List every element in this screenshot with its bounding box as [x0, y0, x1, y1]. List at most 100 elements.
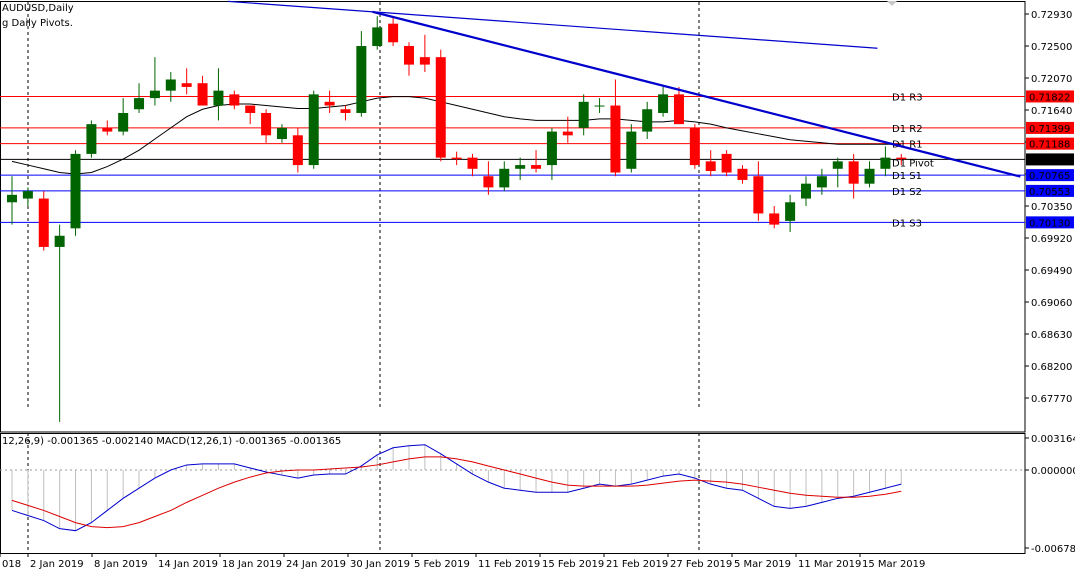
pivot-price-tag — [1026, 216, 1074, 229]
candle-body — [308, 94, 319, 166]
candle-body — [165, 79, 176, 91]
candle-body — [658, 94, 669, 113]
date-tick-label: 14 Jan 2019 — [158, 559, 218, 570]
upper-trendline — [227, 0, 878, 49]
candle-body — [404, 46, 414, 65]
pivot-name-label: D1 R1 — [892, 140, 923, 151]
pivot-name-label: D1 Pivot — [892, 158, 934, 169]
candle-body — [578, 101, 589, 128]
date-tick-label: 8 Jan 2019 — [94, 559, 148, 570]
candle-body — [594, 105, 605, 107]
candle-body — [197, 83, 208, 106]
pivot-price-tag-text: 0.70130 — [1029, 218, 1070, 229]
price-tick-label: 0.72930 — [1031, 10, 1072, 21]
candle-body — [483, 176, 494, 188]
date-tick-label: 15 Mar 2019 — [862, 559, 925, 570]
pivot-price-tag-text: 0.70976 — [1029, 155, 1070, 166]
pivot-price-tag-text: 0.70553 — [1029, 187, 1070, 198]
symbol-label: AUDUSD,Daily — [2, 3, 74, 14]
candle-body — [38, 198, 49, 247]
candle-body — [388, 23, 399, 43]
candle-body — [642, 109, 653, 132]
pivot-price-tag — [1026, 169, 1074, 182]
candle-body — [546, 131, 557, 166]
candle-body — [689, 127, 700, 166]
pivot-price-tag — [1026, 184, 1074, 197]
price-tick-label: 0.69060 — [1031, 298, 1072, 309]
candle-body — [102, 127, 113, 132]
candle-body — [419, 57, 430, 65]
date-tick-label: 11 Feb 2019 — [478, 559, 540, 570]
candle-body — [7, 194, 17, 203]
candle-body — [22, 191, 33, 199]
pivot-name-label: D1 S2 — [892, 187, 922, 198]
price-panel-frame — [0, 1, 1026, 433]
candle-body — [610, 105, 621, 173]
macd-signal-line — [11, 456, 902, 529]
date-tick-label: 18 Jan 2019 — [222, 559, 282, 570]
candle-body — [292, 135, 303, 166]
date-tick-label: 24 Jan 2019 — [286, 559, 346, 570]
candle-body — [848, 161, 859, 184]
candle-body — [70, 153, 81, 229]
pivot-name-label: D1 R2 — [892, 124, 923, 135]
pivot-price-tag — [1026, 153, 1074, 166]
price-tick-label: 0.70350 — [1031, 202, 1072, 213]
candle-body — [880, 157, 891, 169]
candle-body — [562, 131, 573, 136]
candle-body — [499, 168, 510, 188]
candle-body — [816, 176, 827, 188]
candle-body — [801, 183, 811, 199]
candle-body — [721, 153, 732, 173]
candle-body — [149, 90, 160, 99]
candle-body — [451, 157, 462, 160]
candle-body — [896, 157, 907, 160]
price-tick-label: 0.69920 — [1031, 234, 1072, 245]
candle-body — [705, 161, 716, 172]
chart-shift-marker-icon — [887, 1, 897, 6]
candle-body — [864, 168, 875, 184]
macd-panel-frame — [0, 433, 1026, 554]
price-tick-label: 0.72070 — [1031, 74, 1072, 85]
indicator-label: g Daily Pivots. — [2, 18, 73, 29]
price-tick-label: 0.72500 — [1031, 42, 1072, 53]
candle-body — [832, 161, 843, 169]
candle-body — [261, 112, 272, 136]
macd-tick-label: 0.003164 — [1031, 434, 1075, 445]
candle-body — [340, 109, 351, 113]
macd-header-label: 12,26,9) -0.001365 -0.002140 MACD(12,26,… — [2, 436, 342, 447]
pivot-price-tag — [1026, 121, 1074, 134]
pivot-price-tag — [1026, 90, 1074, 103]
macd-tick-label: 0.000000 — [1031, 466, 1075, 477]
pivot-price-tag-text: 0.70765 — [1029, 171, 1070, 182]
date-tick-label: 11 Mar 2019 — [798, 559, 861, 570]
price-tick-label: 0.71640 — [1031, 106, 1072, 117]
pivot-name-label: D1 R3 — [892, 92, 923, 103]
pivot-name-label: D1 S3 — [892, 218, 922, 229]
candle-body — [134, 98, 145, 110]
candle-body — [118, 112, 129, 132]
macd-main-line — [11, 444, 902, 532]
candle-body — [324, 101, 335, 106]
date-tick-label: 2 Jan 2019 — [30, 559, 84, 570]
candle-body — [276, 127, 287, 140]
candle-body — [737, 168, 748, 180]
candle-body — [356, 46, 367, 113]
candle-body — [213, 90, 224, 106]
moving-average-line — [11, 96, 902, 175]
candle-body — [435, 57, 446, 158]
candle-body — [181, 83, 192, 87]
candle-body — [673, 94, 684, 125]
candle-body — [86, 124, 97, 154]
date-tick-label: 27 Feb 2019 — [670, 559, 732, 570]
price-tick-label: 0.68630 — [1031, 330, 1072, 341]
pivot-price-tag-text: 0.71399 — [1029, 124, 1070, 135]
price-tick-label: 0.69490 — [1031, 266, 1072, 277]
candle-body — [467, 157, 478, 169]
price-tick-label: 0.68200 — [1031, 362, 1072, 373]
candle-body — [372, 27, 383, 46]
pivot-price-tag — [1026, 137, 1074, 150]
pivot-price-tag-text: 0.71822 — [1029, 92, 1070, 103]
date-tick-label: 5 Mar 2019 — [734, 559, 791, 570]
